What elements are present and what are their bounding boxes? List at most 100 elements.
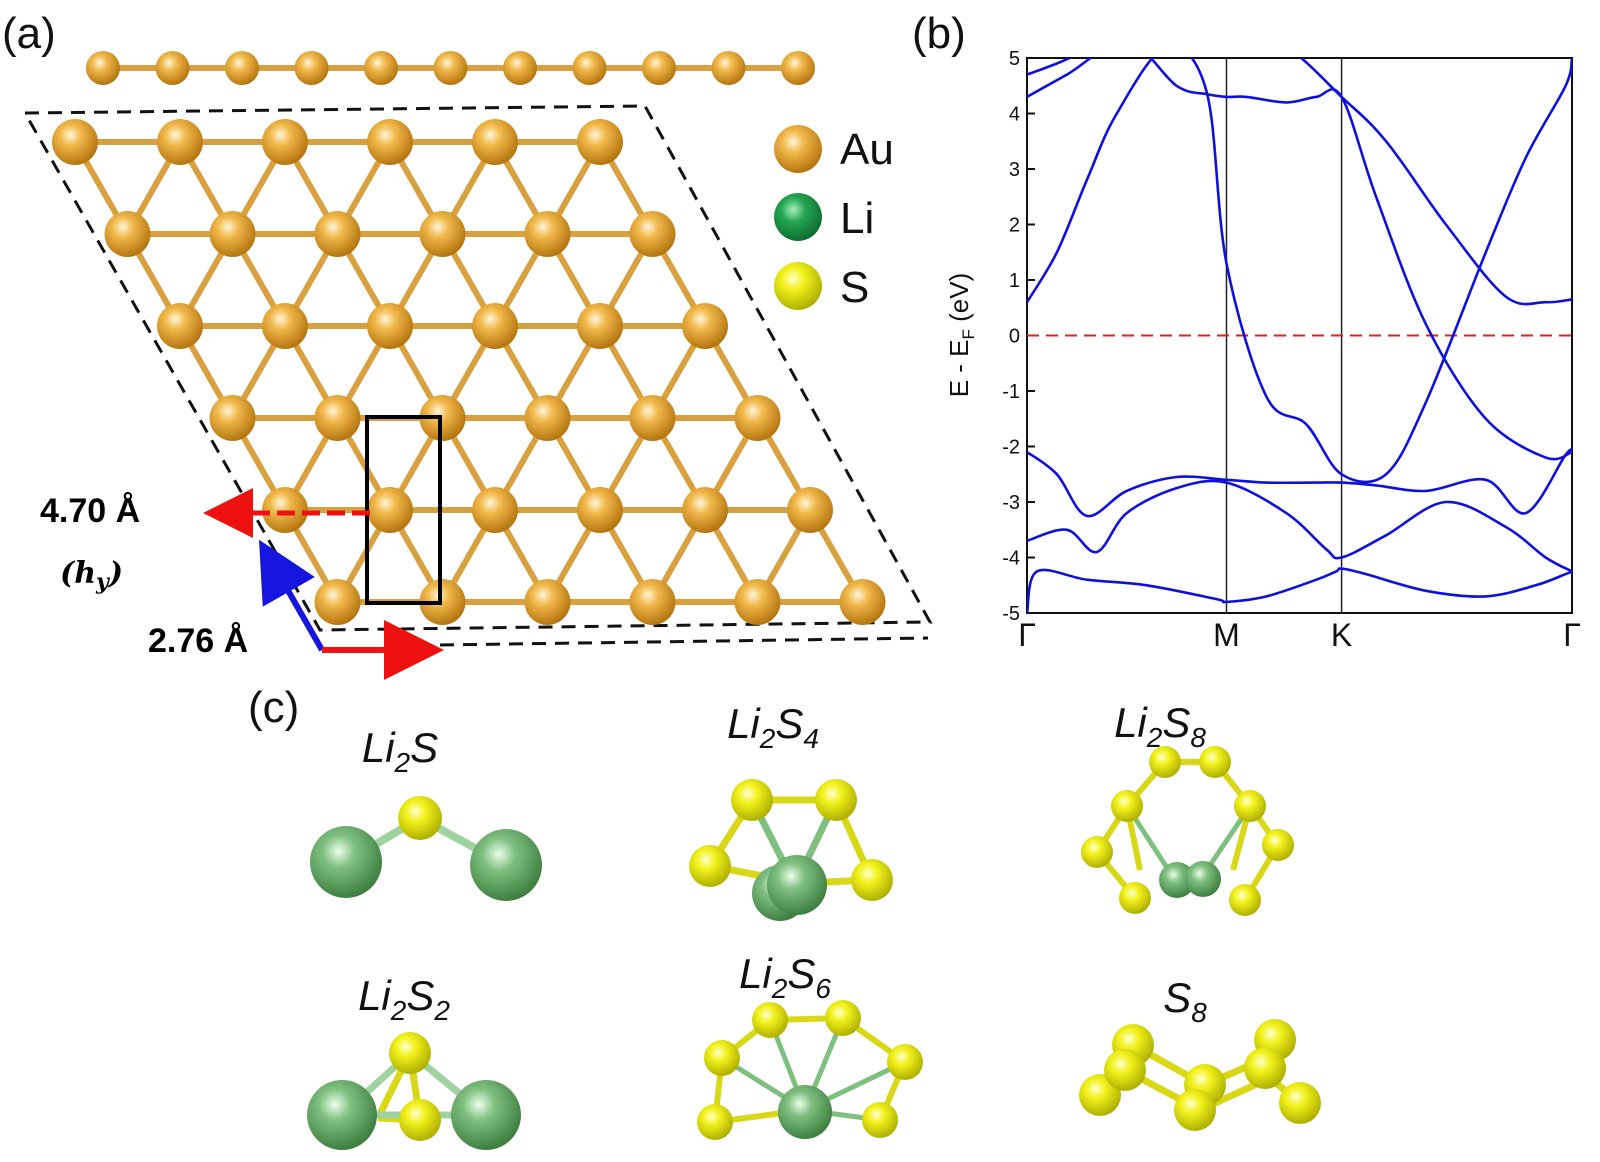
- legend-s-swatch: [774, 262, 822, 310]
- molecule-li2s4: [689, 779, 893, 921]
- band-band-2: [1027, 479, 1572, 573]
- y-tick-label: 2: [1009, 215, 1020, 237]
- au-atom: [734, 579, 781, 625]
- rectangular-unit-cell: [365, 415, 442, 605]
- au-side-view-chain: [86, 51, 815, 85]
- panel-label-a: (a): [2, 9, 56, 58]
- legend-au-label: Au: [840, 125, 894, 174]
- au-chain-atom: [225, 51, 259, 85]
- au-atom: [629, 579, 676, 625]
- y-tick-label: -2: [1002, 437, 1020, 459]
- k-point-label: K: [1331, 617, 1352, 653]
- au-atom: [367, 119, 413, 165]
- lattice-a-value-label: 2.76 Å: [148, 622, 248, 660]
- au-atom: [839, 579, 886, 625]
- au-chain-atom: [642, 51, 676, 85]
- au-atom: [314, 579, 361, 625]
- y-tick-label: 3: [1009, 159, 1020, 181]
- supercell-outline: [22, 104, 933, 632]
- au-atom: [367, 487, 413, 533]
- au-atom: [629, 211, 676, 257]
- legend-s-label: S: [840, 263, 869, 312]
- molecule-label-li2s6: Li2S6: [739, 950, 831, 1004]
- molecule-label-li2s4: Li2S4: [727, 700, 819, 754]
- au-lattice-bonds: [72, 139, 866, 605]
- au-chain-atom: [155, 51, 190, 85]
- k-point-label: Γ: [1563, 617, 1581, 653]
- supercell-bottom-edge: [439, 636, 929, 647]
- molecule-label-li2s8: Li2S8: [1114, 699, 1206, 753]
- au-chain-atom: [572, 51, 607, 85]
- band-band-3: [1027, 448, 1572, 518]
- y-tick-label: 5: [1009, 48, 1020, 70]
- y-tick-label: 0: [1009, 326, 1020, 348]
- au-atom: [314, 395, 361, 441]
- au-chain-atom: [503, 51, 537, 85]
- panel-label-c: (c): [248, 683, 299, 732]
- au-lattice-atoms: [52, 119, 886, 625]
- hy-value-label: 4.70 Å: [40, 492, 140, 530]
- hy-symbol: (hy): [60, 556, 123, 595]
- au-atom: [472, 487, 518, 533]
- lattice-vector-b-arrow: [259, 539, 325, 652]
- molecule-label-li2s2: Li2S2: [358, 972, 450, 1026]
- legend-au-swatch: [774, 125, 822, 173]
- y-tick-label: -1: [1002, 381, 1020, 403]
- band-band-4: [1027, 58, 1572, 484]
- molecule-label-li2s: Li2S: [362, 724, 438, 778]
- au-atom: [472, 119, 518, 165]
- au-atom: [157, 119, 203, 165]
- au-atom: [262, 487, 308, 533]
- au-atom: [419, 395, 466, 441]
- au-atom: [577, 487, 623, 533]
- band-band-5: [1027, 58, 1572, 461]
- au-atom: [209, 211, 256, 257]
- molecule-s8: [1079, 1019, 1321, 1131]
- au-atom: [262, 303, 308, 349]
- au-chain-atom: [433, 51, 468, 85]
- molecule-li2s6: [697, 1000, 923, 1140]
- au-chain-atom: [364, 51, 398, 85]
- y-tick-label: -4: [1002, 548, 1020, 570]
- au-atom: [734, 395, 781, 441]
- y-tick-label: -5: [1002, 603, 1020, 625]
- au-chain-atom: [86, 51, 120, 85]
- au-atom: [104, 211, 151, 257]
- au-atom: [577, 119, 623, 165]
- au-chain-atom: [711, 51, 746, 85]
- au-atom: [419, 211, 466, 257]
- au-atom: [524, 211, 571, 257]
- au-atom: [629, 395, 676, 441]
- au-atom: [367, 303, 413, 349]
- element-legend: Au Li S: [774, 125, 894, 312]
- y-tick-label: -3: [1002, 492, 1020, 514]
- au-atom: [524, 395, 571, 441]
- band-band-6: [1027, 58, 1572, 306]
- k-point-label: Γ: [1018, 617, 1036, 653]
- au-atom: [682, 303, 728, 349]
- au-atom: [472, 303, 518, 349]
- molecule-labels: Li2S Li2S4 Li2S8 Li2S2 Li2S6 S8: [358, 699, 1207, 1028]
- au-atom: [787, 487, 833, 533]
- au-atom: [262, 119, 308, 165]
- au-atom: [524, 579, 571, 625]
- band-band-1: [1027, 567, 1572, 613]
- band-lines: [1027, 58, 1572, 613]
- y-axis-ticks: 5 4 3 2 1 0 -1 -2 -3 -4 -5: [1002, 48, 1035, 625]
- legend-li-label: Li: [840, 194, 874, 243]
- molecule-li2s2: [307, 1032, 521, 1150]
- panel-label-b: (b): [912, 9, 966, 58]
- au-chain-atom: [294, 51, 329, 85]
- y-axis-label: E - EF (eV): [944, 273, 978, 398]
- au-atom: [314, 211, 361, 257]
- au-atom: [419, 579, 466, 625]
- molecule-li2s: [310, 796, 542, 901]
- legend-li-swatch: [774, 193, 822, 241]
- au-chain-atom: [781, 51, 815, 85]
- y-tick-label: 1: [1009, 270, 1020, 292]
- y-tick-label: 4: [1009, 104, 1020, 126]
- au-atom: [577, 303, 623, 349]
- k-point-label: M: [1213, 617, 1240, 653]
